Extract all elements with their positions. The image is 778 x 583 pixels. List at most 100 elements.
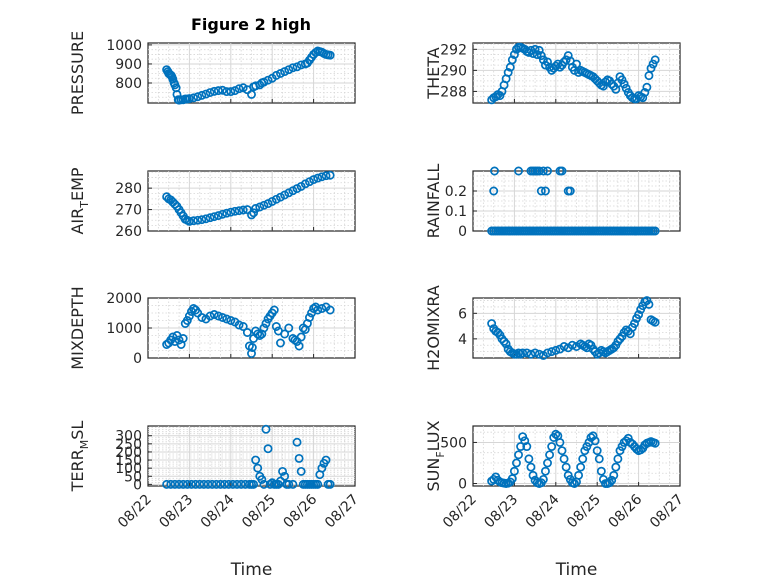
data-point — [317, 463, 327, 473]
data-point — [559, 57, 569, 67]
data-point — [251, 204, 261, 213]
data-point — [534, 349, 544, 359]
data-point — [230, 206, 240, 216]
data-point — [265, 479, 275, 489]
data-point — [178, 334, 188, 343]
y-tick-label: 4 — [458, 332, 467, 348]
data-point — [224, 479, 234, 489]
data-point — [247, 343, 257, 352]
data-point — [491, 92, 501, 102]
y-tick-label: 2000 — [106, 291, 142, 307]
data-point — [648, 59, 658, 69]
data-point — [251, 455, 261, 465]
data-point — [317, 304, 327, 313]
y-tick-label: 0.1 — [445, 204, 467, 220]
data-point — [522, 348, 532, 358]
data-point — [634, 310, 644, 320]
y-axis-label-subscript: M — [78, 440, 91, 450]
data-point — [638, 93, 648, 103]
y-tick-label: 0 — [458, 224, 467, 240]
data-point — [193, 92, 203, 102]
data-point — [197, 90, 207, 100]
data-point — [228, 479, 238, 489]
data-point — [240, 479, 250, 489]
data-point — [213, 311, 223, 321]
data-point — [514, 450, 523, 460]
data-point — [524, 454, 534, 464]
y-axis-label: H2OMIXRA — [424, 285, 443, 371]
data-point — [220, 479, 230, 489]
data-point — [551, 61, 561, 71]
data-point — [261, 424, 271, 434]
data-point — [588, 431, 598, 441]
data-point — [184, 216, 194, 226]
data-point — [567, 340, 577, 350]
data-point — [509, 50, 519, 60]
data-point — [189, 216, 198, 226]
subplot-h2omixra: 4 6 H2OMIXRA — [424, 285, 681, 371]
data-point — [247, 210, 256, 220]
data-point — [325, 170, 335, 180]
data-point — [526, 349, 536, 359]
data-point — [242, 328, 252, 337]
data-point — [518, 348, 528, 358]
data-point — [174, 479, 184, 489]
x-tick-label: 08/25 — [239, 492, 279, 532]
data-point — [611, 462, 621, 472]
subplot-mixdepth: 0 1000 2000 MIXDEPTH — [68, 286, 356, 370]
data-point — [280, 471, 290, 481]
data-point — [226, 87, 236, 97]
data-point — [650, 438, 660, 448]
data-point — [609, 470, 619, 480]
figure-title: Figure 2 high — [191, 15, 311, 34]
data-point — [226, 207, 236, 217]
y-tick-label: 280 — [115, 181, 142, 197]
data-point — [296, 332, 306, 342]
data-point — [232, 479, 242, 489]
y-tick-label: 1000 — [106, 321, 142, 337]
data-point — [541, 186, 550, 196]
data-point — [209, 86, 219, 96]
data-point — [170, 199, 180, 209]
data-point — [313, 173, 323, 183]
data-point — [184, 94, 194, 104]
x-tick-label: 08/26 — [281, 491, 321, 531]
y-axis-label: SUNFLUX — [424, 420, 447, 491]
data-point — [547, 442, 557, 451]
data-point — [271, 70, 281, 80]
data-point — [321, 171, 331, 181]
data-point — [166, 479, 176, 489]
y-tick-label: 50 — [124, 469, 142, 485]
data-point — [234, 320, 244, 330]
data-point — [598, 81, 608, 91]
data-point — [238, 205, 248, 215]
x-tick-label: 08/27 — [322, 492, 362, 532]
data-point — [644, 299, 654, 309]
data-point — [501, 339, 511, 349]
data-point — [543, 166, 552, 176]
data-point — [538, 474, 548, 484]
x-tick-label: 08/25 — [564, 492, 604, 532]
data-point — [205, 311, 215, 321]
y-axis-label: TERRMSL — [68, 421, 91, 493]
y-tick-label: 1000 — [106, 38, 142, 54]
data-point — [313, 479, 323, 489]
data-point — [191, 479, 201, 489]
y-axis-label: RAINFALL — [424, 164, 443, 239]
data-point — [234, 84, 244, 94]
data-point — [640, 88, 650, 97]
data-point — [294, 453, 304, 463]
y-tick-label: 200 — [115, 445, 142, 461]
y-tick-label: 0 — [458, 477, 467, 493]
data-point — [255, 202, 265, 212]
data-point — [543, 57, 552, 67]
y-axis-label-main: TERR — [68, 449, 87, 492]
data-point — [596, 466, 606, 476]
data-point — [238, 322, 248, 331]
data-point — [574, 470, 584, 480]
x-tick-label: 08/22 — [440, 492, 480, 532]
x-tick-label: 08/24 — [198, 491, 238, 531]
data-point — [213, 211, 223, 221]
data-point — [182, 479, 192, 489]
